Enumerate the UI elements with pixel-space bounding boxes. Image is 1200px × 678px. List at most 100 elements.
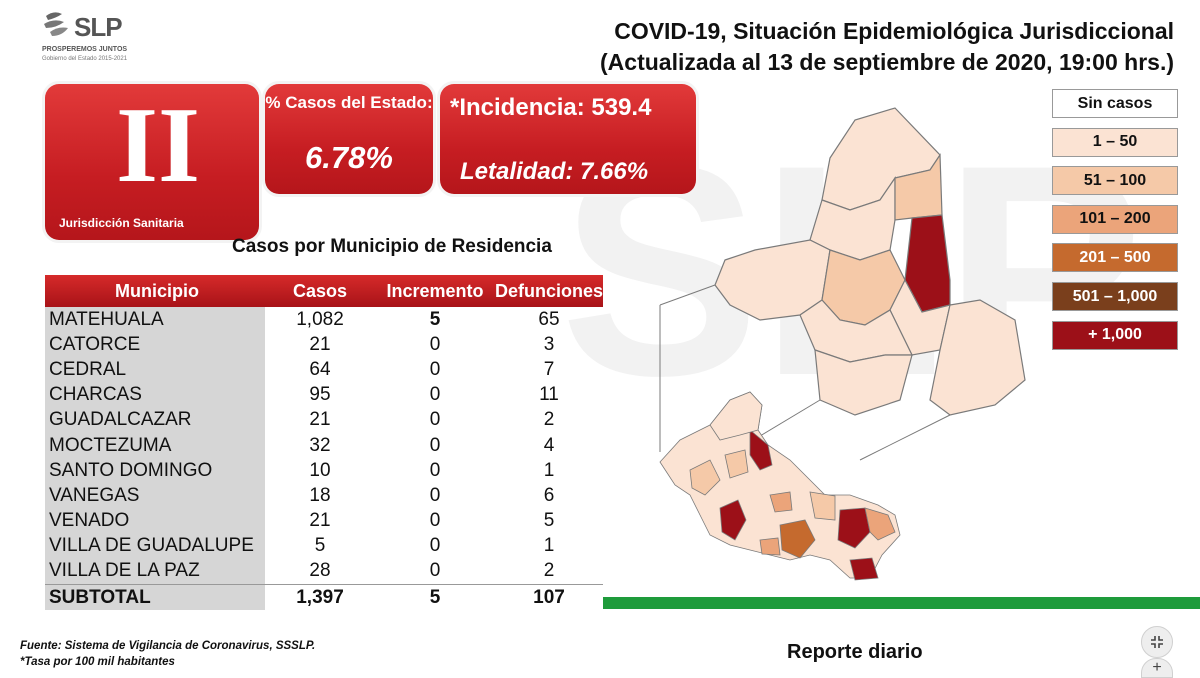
cell-municipio: MOCTEZUMA bbox=[45, 432, 265, 459]
cell-defunciones: 65 bbox=[538, 308, 560, 330]
cell-incremento: 5 bbox=[429, 308, 441, 330]
slp-logo: SLP PROSPEREMOS JUNTOS Gobierno del Esta… bbox=[20, 8, 150, 72]
cell-casos: 28 bbox=[309, 560, 331, 582]
cell-municipio: SANTO DOMINGO bbox=[45, 458, 265, 484]
cell-incremento: 0 bbox=[429, 434, 441, 456]
table-title: Casos por Municipio de Residencia bbox=[232, 236, 552, 257]
cell-casos: 64 bbox=[309, 358, 331, 380]
cell-incremento: 0 bbox=[429, 409, 441, 431]
map-state-overview bbox=[659, 391, 901, 581]
cases-table: Municipio Casos Incremento Defunciones M… bbox=[45, 275, 603, 611]
cell-casos: 21 bbox=[309, 409, 331, 431]
table-row: VILLA DE GUADALUPE 5 0 1 bbox=[45, 533, 603, 559]
table-row: CATORCE 21 0 3 bbox=[45, 332, 603, 358]
table-row: MATEHUALA 1,082 5 65 bbox=[45, 307, 603, 333]
cell-incremento: 0 bbox=[429, 459, 441, 481]
cell-casos: 10 bbox=[309, 459, 331, 481]
cell-defunciones: 6 bbox=[543, 484, 555, 506]
cell-casos: 95 bbox=[309, 384, 331, 406]
total-defunciones: 107 bbox=[533, 586, 565, 608]
cell-casos: 21 bbox=[309, 510, 331, 532]
legend-item: 501 – 1,000 bbox=[1052, 282, 1178, 311]
cell-municipio: VENADO bbox=[45, 508, 265, 534]
table-row: CHARCAS 95 0 11 bbox=[45, 382, 603, 408]
cell-municipio: GUADALCAZAR bbox=[45, 407, 265, 433]
cell-incremento: 0 bbox=[429, 484, 441, 506]
title-line-2: (Actualizada al 13 de septiembre de 2020… bbox=[600, 49, 1174, 75]
table-row: MOCTEZUMA 32 0 4 bbox=[45, 432, 603, 459]
map-municipality bbox=[724, 449, 749, 479]
collapse-icon[interactable] bbox=[1141, 626, 1173, 658]
cell-municipio: VILLA DE GUADALUPE bbox=[45, 533, 265, 559]
logo-wordmark: SLP bbox=[74, 12, 123, 42]
jurisdiction-box: II Jurisdicción Sanitaria bbox=[45, 84, 259, 240]
table-body: MATEHUALA 1,082 5 65 CATORCE 21 0 3 CEDRAL 64 0 7 CH… bbox=[45, 307, 603, 585]
jurisdiction-map bbox=[659, 107, 1026, 581]
cell-defunciones: 4 bbox=[543, 434, 555, 456]
jurisdiction-numeral: II bbox=[115, 86, 201, 205]
map-municipality bbox=[709, 391, 763, 441]
header-defunciones: Defunciones bbox=[495, 280, 604, 301]
table-row: VILLA DE LA PAZ 28 0 2 bbox=[45, 558, 603, 585]
header-casos: Casos bbox=[292, 280, 348, 301]
logo-tagline: PROSPEREMOS JUNTOS bbox=[42, 46, 128, 53]
map-municipality bbox=[719, 499, 747, 541]
cell-incremento: 0 bbox=[429, 560, 441, 582]
map-municipality bbox=[849, 557, 879, 581]
map-municipality bbox=[689, 459, 721, 496]
cell-defunciones: 5 bbox=[543, 510, 555, 532]
map-municipality bbox=[929, 299, 1026, 416]
cell-defunciones: 1 bbox=[543, 459, 555, 481]
table-row: VANEGAS 18 0 6 bbox=[45, 483, 603, 509]
map-municipality bbox=[779, 519, 816, 559]
state-percent-label: % Casos del Estado: bbox=[265, 93, 433, 112]
report-label: Reporte diario bbox=[787, 641, 923, 663]
cell-casos: 5 bbox=[314, 535, 326, 557]
footer-source: Fuente: Sistema de Vigilancia de Coronav… bbox=[20, 640, 316, 652]
total-casos: 1,397 bbox=[296, 586, 344, 608]
legend-item: 1 – 50 bbox=[1052, 127, 1178, 157]
cell-incremento: 0 bbox=[429, 358, 441, 380]
map-enlarged-region bbox=[714, 107, 1026, 416]
cell-casos: 32 bbox=[309, 434, 331, 456]
map-municipality bbox=[809, 491, 836, 521]
table-row: SANTO DOMINGO 10 0 1 bbox=[45, 458, 603, 484]
title-line-1: COVID-19, Situación Epidemiológica Juris… bbox=[614, 18, 1174, 44]
legend-item: 51 – 100 bbox=[1052, 166, 1178, 196]
cell-municipio: MATEHUALA bbox=[45, 307, 265, 333]
cell-municipio: CEDRAL bbox=[45, 357, 265, 383]
map-municipality bbox=[837, 507, 871, 549]
incidence-box: *Incidencia: 539.4 Letalidad: 7.66% bbox=[440, 84, 696, 194]
cell-incremento: 0 bbox=[429, 333, 441, 355]
cell-casos: 21 bbox=[309, 333, 331, 355]
map-municipality bbox=[864, 507, 896, 541]
table-header: Municipio Casos Incremento Defunciones bbox=[45, 275, 603, 307]
cell-defunciones: 11 bbox=[539, 384, 559, 406]
table-row: CEDRAL 64 0 7 bbox=[45, 357, 603, 383]
collapse-arrows-icon bbox=[1151, 636, 1163, 648]
cell-defunciones: 1 bbox=[543, 535, 555, 557]
green-divider bbox=[603, 597, 1200, 609]
page-title: COVID-19, Situación Epidemiológica Juris… bbox=[600, 16, 1174, 78]
legend-item: 101 – 200 bbox=[1052, 204, 1178, 234]
cell-incremento: 0 bbox=[429, 510, 441, 532]
plus-icon[interactable]: + bbox=[1141, 658, 1173, 678]
cell-municipio: CHARCAS bbox=[45, 382, 265, 408]
jurisdiction-label: Jurisdicción Sanitaria bbox=[59, 216, 184, 230]
total-label: SUBTOTAL bbox=[45, 585, 265, 611]
state-percent-value: 6.78% bbox=[305, 140, 393, 175]
lethality-text: Letalidad: 7.66% bbox=[460, 158, 649, 185]
cell-casos: 1,082 bbox=[296, 308, 344, 330]
cell-defunciones: 2 bbox=[543, 560, 555, 582]
table-total-row: SUBTOTAL 1,397 5 107 bbox=[45, 584, 603, 611]
state-percent-box: % Casos del Estado: 6.78% bbox=[265, 84, 433, 194]
map-municipality bbox=[769, 491, 793, 513]
table-row: VENADO 21 0 5 bbox=[45, 508, 603, 534]
logo-mark-icon bbox=[44, 12, 68, 36]
footer-note: *Tasa por 100 mil habitantes bbox=[20, 656, 175, 668]
table-row: GUADALCAZAR 21 0 2 bbox=[45, 407, 603, 433]
incidence-text: *Incidencia: 539.4 bbox=[450, 94, 652, 121]
map-municipality bbox=[749, 429, 773, 471]
cell-municipio: VILLA DE LA PAZ bbox=[45, 558, 265, 585]
cell-defunciones: 3 bbox=[543, 333, 555, 355]
